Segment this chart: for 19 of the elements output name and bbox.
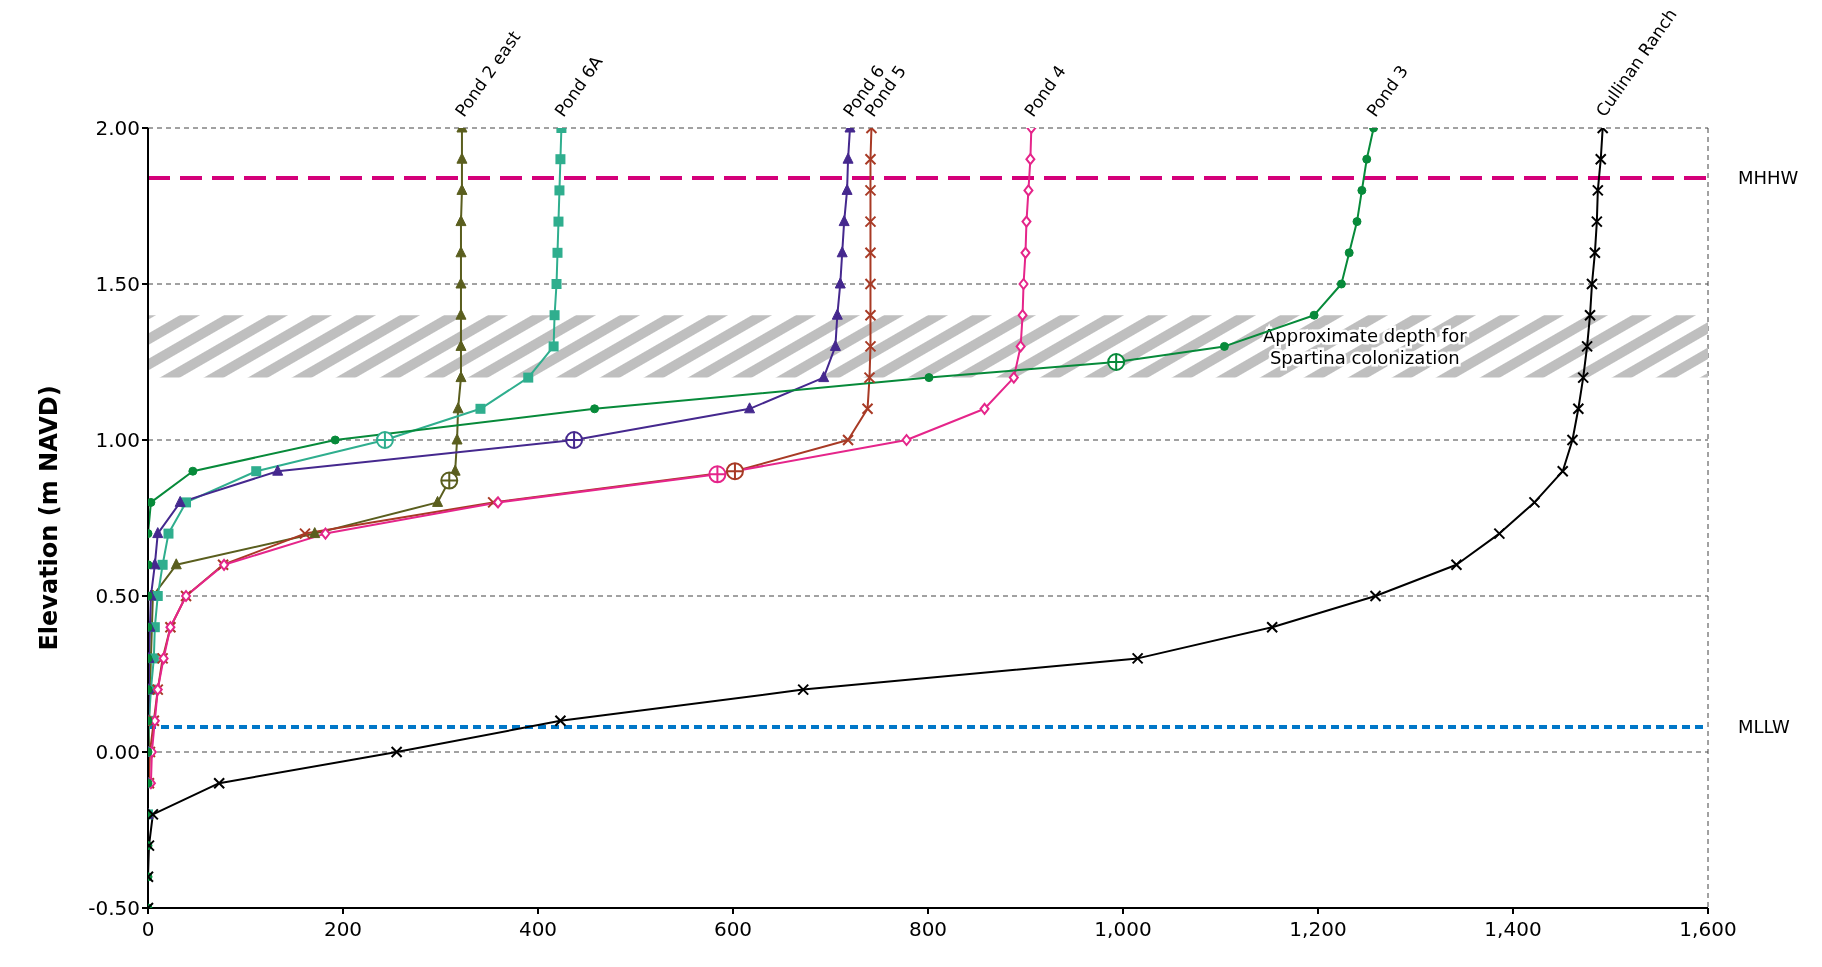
y-axis-title: Elevation (m NAVD) xyxy=(34,385,63,651)
y-tick-label: 0.50 xyxy=(95,584,140,609)
x-tick-label: 0 xyxy=(141,917,155,941)
x-tick-label: 1,200 xyxy=(1289,917,1347,941)
x-tick-label: 1,000 xyxy=(1094,917,1152,941)
x-tick-label: 400 xyxy=(518,917,558,941)
y-tick-label: 2.00 xyxy=(95,116,140,141)
x-tick-label: 200 xyxy=(323,917,363,941)
ref-line-label: MHHW xyxy=(1738,167,1799,189)
y-tick-label: 0.00 xyxy=(95,740,140,765)
x-tick-label: 1,400 xyxy=(1484,917,1542,941)
x-tick-label: 1,600 xyxy=(1679,917,1737,941)
y-tick-label: 1.50 xyxy=(95,272,140,297)
band-label: Approximate depth for Spartina colonization xyxy=(1263,325,1468,369)
y-tick-label: -0.50 xyxy=(88,896,140,921)
ref-line-label: MLLW xyxy=(1738,716,1790,738)
y-tick-label: 1.00 xyxy=(95,428,140,453)
x-tick-label: 800 xyxy=(908,917,948,941)
x-tick-label: 600 xyxy=(713,917,753,941)
